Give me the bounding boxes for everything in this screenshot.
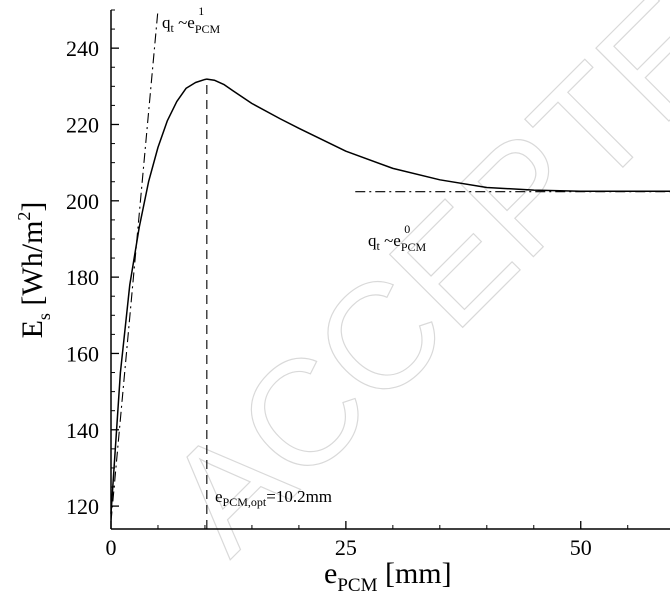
annotation-flat-esup: 0: [404, 222, 410, 236]
annotation-optimum-esub: PCM,opt: [223, 495, 267, 509]
x-ticks: 0 25 50: [106, 521, 629, 560]
annotation-flat-qsub: t: [377, 239, 381, 253]
annotation-linear-tilde: ~e: [174, 13, 195, 32]
y-axis-title-sub: s: [34, 313, 54, 320]
annotation-optimum-e: e: [215, 487, 223, 506]
x-axis-title-unit: [mm]: [377, 557, 451, 590]
y-tick-label: 120: [66, 494, 99, 519]
annotation-optimum: ePCM,opt=10.2mm: [215, 487, 332, 509]
annotation-flat-esub: PCM: [401, 240, 427, 254]
y-ticks: 120 140 160 180 200 220 240: [66, 9, 119, 519]
x-tick-label: 50: [570, 535, 592, 560]
y-tick-label: 180: [66, 265, 99, 290]
x-tick-label: 0: [106, 535, 117, 560]
annotation-linear: qt ~ePCM 1: [162, 4, 221, 36]
y-tick-label: 200: [66, 189, 99, 214]
y-tick-label: 240: [66, 36, 99, 61]
annotation-flat-tilde: ~e: [380, 231, 401, 250]
series-layer: [110, 9, 670, 529]
x-axis-title: ePCM [mm]: [324, 557, 452, 595]
y-tick-label: 140: [66, 418, 99, 443]
y-axis-title-close: ]: [16, 202, 49, 212]
annotation-flat: qt ~ePCM 0: [368, 222, 427, 254]
x-tick-label: 25: [335, 535, 357, 560]
annotation-flat-q: q: [368, 231, 377, 250]
x-axis-title-main: e: [324, 557, 337, 590]
x-axis-title-sub: PCM: [337, 575, 377, 595]
annotation-optimum-value: =10.2mm: [266, 487, 332, 506]
energy-curve: [110, 78, 670, 514]
y-axis-title-main: E: [16, 320, 49, 338]
y-tick-label: 160: [66, 341, 99, 366]
svg-text:Es [Wh/m2]: Es [Wh/m2]: [14, 202, 54, 339]
annotation-linear-qsub: t: [171, 21, 175, 35]
y-axis-title: Es [Wh/m2]: [14, 202, 54, 339]
y-axis-title-unit: [Wh/m: [16, 221, 49, 313]
annotation-linear-esub: PCM: [195, 22, 221, 36]
asymptote-line: [110, 9, 159, 522]
y-tick-label: 220: [66, 112, 99, 137]
annotation-linear-esup: 1: [198, 4, 204, 18]
y-axis-title-sup: 2: [14, 212, 34, 221]
annotation-linear-q: q: [162, 13, 171, 32]
